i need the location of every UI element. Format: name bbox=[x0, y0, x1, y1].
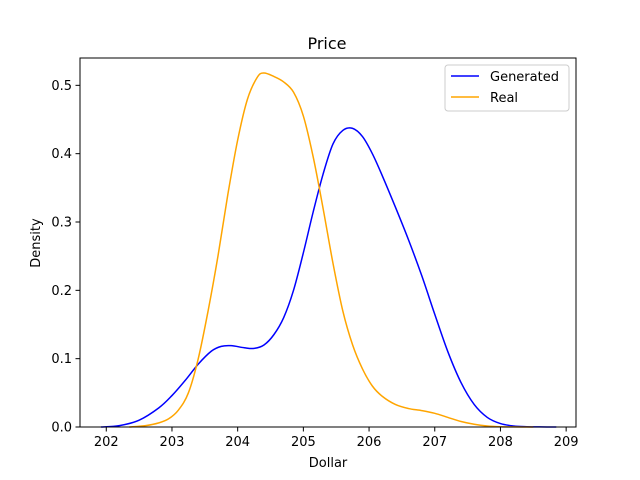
series-lines bbox=[100, 72, 557, 428]
series-line-generated bbox=[100, 127, 557, 428]
y-tick-label: 0.1 bbox=[51, 352, 72, 367]
y-axis-label: Density bbox=[29, 218, 44, 268]
y-tick-label: 0.4 bbox=[51, 147, 72, 162]
chart-title: Price bbox=[307, 34, 346, 53]
y-tick-label: 0.5 bbox=[51, 79, 72, 94]
x-tick-label: 208 bbox=[488, 435, 513, 450]
series-line-real bbox=[129, 72, 534, 428]
x-tick-label: 202 bbox=[94, 435, 119, 450]
plot-area bbox=[79, 57, 577, 428]
y-tick-label: 0.2 bbox=[51, 284, 72, 299]
x-tick-label: 209 bbox=[554, 435, 579, 450]
legend-label-real: Real bbox=[490, 91, 518, 106]
x-tick-label: 205 bbox=[291, 435, 316, 450]
legend: Generated Real bbox=[444, 64, 570, 112]
y-axis: 0.0 0.1 0.2 0.3 0.4 0.5 bbox=[51, 79, 80, 436]
x-tick-label: 203 bbox=[160, 435, 185, 450]
x-axis-label: Dollar bbox=[309, 456, 348, 471]
y-tick-label: 0.3 bbox=[51, 216, 72, 231]
legend-label-generated: Generated bbox=[490, 70, 559, 85]
x-tick-label: 206 bbox=[357, 435, 382, 450]
x-tick-label: 207 bbox=[422, 435, 447, 450]
x-tick-label: 204 bbox=[225, 435, 250, 450]
plot-frame bbox=[79, 57, 577, 428]
x-axis: 202 203 204 205 206 207 208 209 bbox=[94, 427, 579, 450]
y-tick-label: 0.0 bbox=[51, 421, 72, 436]
